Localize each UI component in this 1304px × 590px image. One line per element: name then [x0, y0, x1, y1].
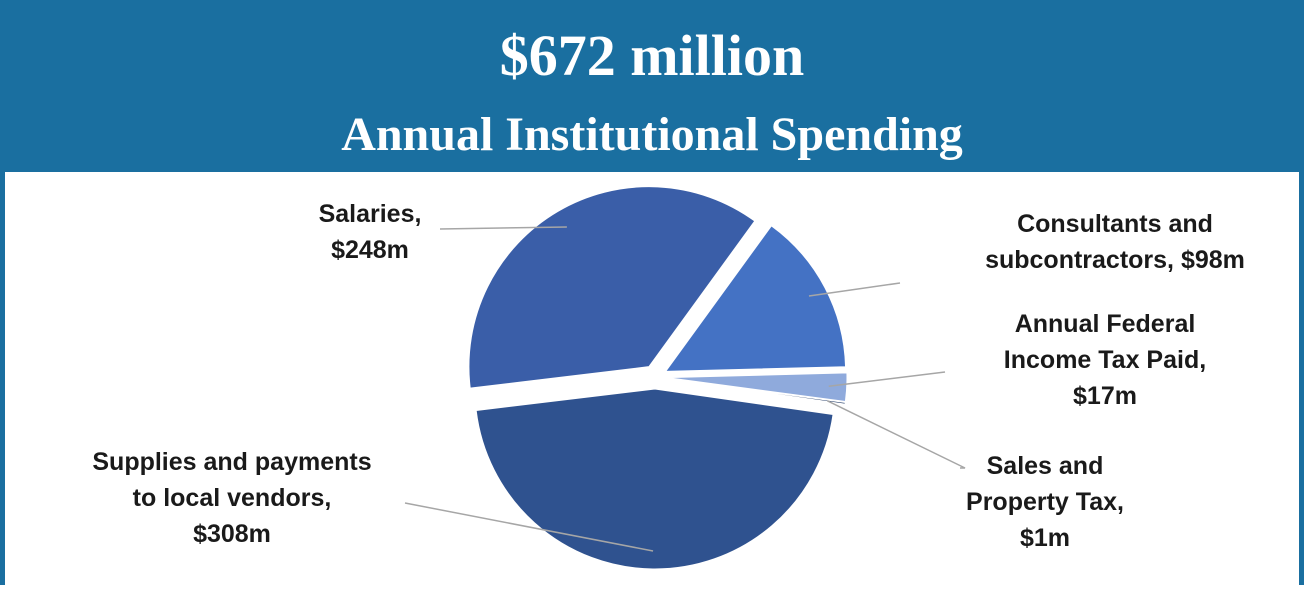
- leader-line: [439, 226, 567, 230]
- pie-slice: [475, 388, 834, 570]
- data-label-line: $17m: [1073, 382, 1137, 410]
- data-label-line: Consultants and: [1017, 210, 1213, 238]
- leader-line: [808, 282, 901, 297]
- pie-slice: [468, 186, 756, 389]
- data-label: Sales and Property Tax, $1m: [966, 452, 1124, 552]
- data-label: Consultants and subcontractors, $98m: [985, 210, 1245, 274]
- pie-slice: [666, 372, 848, 403]
- leader-line: [404, 502, 654, 552]
- data-label: Supplies and payments to local vendors, $3…: [92, 448, 371, 548]
- data-label-line: to local vendors,: [133, 484, 332, 512]
- pie-slice: [664, 225, 847, 372]
- data-label-line: $248m: [331, 236, 409, 264]
- leader-line: [828, 371, 946, 388]
- data-label-line: Income Tax Paid,: [1004, 346, 1206, 374]
- data-label-line: Property Tax,: [966, 488, 1124, 516]
- data-label-line: Annual Federal: [1015, 310, 1196, 338]
- data-label-line: Supplies and payments: [92, 448, 371, 476]
- data-label-line: $308m: [193, 520, 271, 548]
- data-label-line: subcontractors, $98m: [985, 246, 1245, 274]
- data-label-line: Sales and: [987, 452, 1104, 480]
- pie-slice: [666, 378, 846, 405]
- leader-line: [827, 400, 966, 469]
- data-label: Salaries, $248m: [319, 200, 422, 264]
- data-label: Annual Federal Income Tax Paid, $17m: [1004, 310, 1206, 410]
- data-label-line: Salaries,: [319, 200, 422, 228]
- data-label-line: $1m: [1020, 524, 1070, 552]
- chart-subtitle: Annual Institutional Spending: [341, 108, 963, 161]
- chart-title: $672 million: [500, 23, 805, 88]
